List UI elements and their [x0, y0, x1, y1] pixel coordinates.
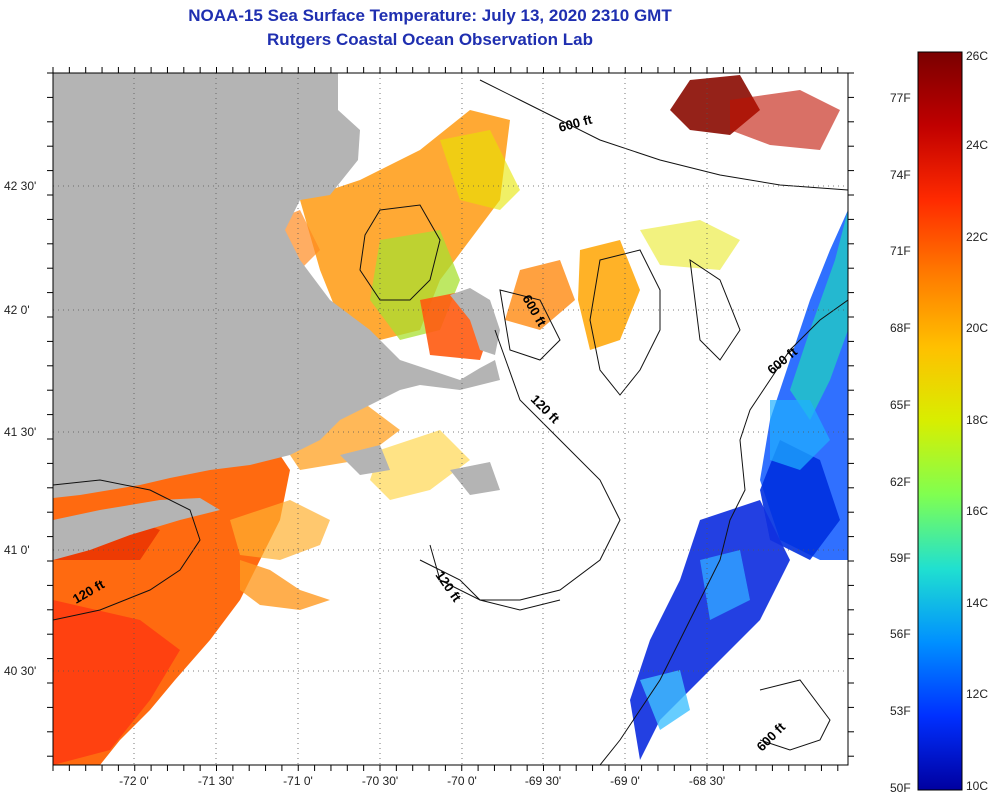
sst-cold-slope-water [630, 210, 848, 760]
x-tick-label: -72 0' [119, 774, 149, 788]
colorbar-c-label: 10C [966, 779, 989, 793]
colorbar-c-label: 14C [966, 596, 989, 610]
y-tick-label: 42 0' [4, 303, 30, 317]
map-frame [52, 72, 849, 766]
y-tick-label: 42 30' [4, 179, 37, 193]
colorbar-f-label: 62F [890, 475, 911, 489]
colorbar-f-label: 53F [890, 704, 911, 718]
x-tick-label: -69 0' [610, 774, 640, 788]
colorbar-f-label: 77F [890, 91, 911, 105]
x-tick-label: -68 30' [688, 774, 726, 788]
colorbar-c-label: 24C [966, 138, 989, 152]
y-tick-label: 41 30' [4, 425, 37, 439]
colorbar [917, 51, 963, 791]
x-tick-label: -71 0' [283, 774, 313, 788]
axis-ticks [47, 67, 854, 771]
colorbar-f-label: 71F [890, 244, 911, 258]
colorbar-c-label: 20C [966, 321, 989, 335]
colorbar-f-label: 74F [890, 168, 911, 182]
y-tick-label: 41 0' [4, 543, 30, 557]
colorbar-f-label: 59F [890, 551, 911, 565]
colorbar-f-label: 68F [890, 321, 911, 335]
x-tick-label: -69 30' [524, 774, 562, 788]
map-title: NOAA-15 Sea Surface Temperature: July 13… [188, 6, 672, 25]
y-tick-label: 40 30' [4, 664, 37, 678]
graticule [53, 73, 848, 765]
x-tick-label: -70 0' [447, 774, 477, 788]
bathymetry-contours [53, 79, 848, 765]
colorbar-c-label: 18C [966, 413, 989, 427]
colorbar-f-label: 65F [890, 398, 911, 412]
colorbar-c-label: 12C [966, 687, 989, 701]
colorbar-f-label: 50F [890, 781, 911, 795]
map-subtitle: Rutgers Coastal Ocean Observation Lab [267, 30, 593, 49]
colorbar-c-label: 26C [966, 49, 989, 63]
colorbar-c-label: 16C [966, 504, 989, 518]
land [53, 73, 500, 560]
x-tick-label: -70 30' [361, 774, 399, 788]
colorbar-c-label: 22C [966, 230, 989, 244]
x-tick-label: -71 30' [197, 774, 235, 788]
colorbar-f-label: 56F [890, 627, 911, 641]
